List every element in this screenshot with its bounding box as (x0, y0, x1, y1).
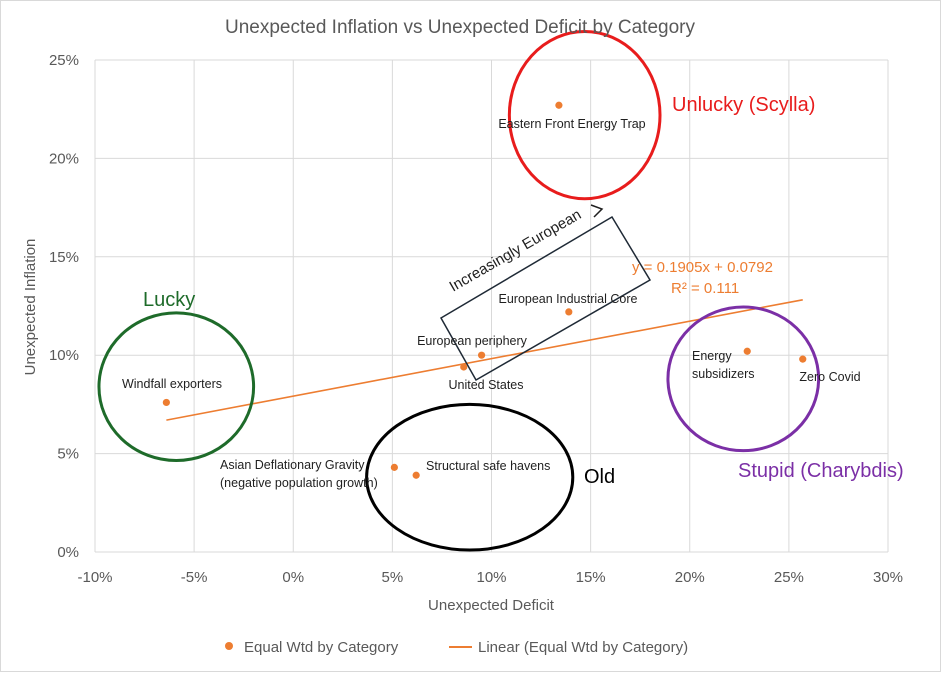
data-label: Eastern Front Energy Trap (498, 117, 645, 131)
x-tick-label: -5% (181, 569, 208, 586)
annotation-label: Stupid (Charybdis) (738, 460, 904, 482)
data-point (390, 463, 398, 471)
data-point (412, 471, 420, 479)
data-label: European periphery (417, 334, 528, 348)
x-tick-label: 15% (576, 569, 606, 586)
x-tick-label: 10% (476, 569, 506, 586)
point-layer (162, 101, 807, 479)
data-point (565, 308, 573, 316)
data-label-line: subsidizers (692, 367, 755, 381)
data-point (743, 347, 751, 355)
annotation-circle (97, 311, 256, 462)
data-label-line: United States (448, 378, 523, 392)
x-tick-label: 0% (282, 569, 304, 586)
x-tick-label: 25% (774, 569, 804, 586)
annotation-layer (97, 29, 821, 552)
legend: Equal Wtd by Category Linear (Equal Wtd … (225, 639, 688, 656)
data-label-line: Structural safe havens (426, 459, 550, 473)
data-label: Windfall exporters (122, 377, 222, 391)
annotation-box (439, 215, 652, 382)
data-label: United States (448, 378, 523, 392)
y-tick-label: 10% (49, 347, 79, 364)
x-tick-label: -10% (77, 569, 112, 586)
annotation-arrowhead (590, 204, 604, 218)
y-tick-label: 5% (57, 446, 79, 463)
data-label-line: Eastern Front Energy Trap (498, 117, 645, 131)
trendline-r2: R² = 0.111 (671, 280, 739, 297)
x-axis-label: Unexpected Deficit (428, 597, 555, 614)
chart-title: Unexpected Inflation vs Unexpected Defic… (225, 17, 695, 38)
data-label-line: (negative population growth) (220, 476, 378, 490)
annotation-circle (365, 402, 575, 552)
data-label-line: Asian Deflationary Gravity (220, 458, 365, 472)
data-label-line: European Industrial Core (499, 292, 638, 306)
data-label: Asian Deflationary Gravity (negative popu… (220, 458, 378, 490)
annotation-label: Old (584, 466, 615, 488)
data-label-line: Zero Covid (799, 370, 860, 384)
data-point (799, 355, 807, 363)
data-label: Zero Covid (799, 370, 860, 384)
y-tick-label: 0% (57, 544, 79, 561)
data-point (460, 363, 468, 371)
data-label-line: Windfall exporters (122, 377, 222, 391)
legend-label-trendline: Linear (Equal Wtd by Category) (478, 639, 688, 656)
y-axis-label: Unexpected Inflation (22, 239, 39, 376)
legend-marker-points (225, 642, 233, 650)
x-tick-label: 30% (873, 569, 903, 586)
annotation-circle (507, 29, 662, 201)
data-label: Energy subsidizers (692, 349, 755, 381)
x-tick-label: 5% (382, 569, 404, 586)
y-tick-label: 15% (49, 249, 79, 266)
trendline (166, 298, 803, 421)
data-point (477, 351, 486, 359)
annotation-label: Lucky (143, 289, 195, 311)
x-tick-label: 20% (675, 569, 705, 586)
grid (94, 59, 889, 553)
y-tick-label: 25% (49, 52, 79, 69)
data-point (162, 398, 170, 407)
data-label: Structural safe havens (426, 459, 550, 473)
data-label-line: Energy (692, 349, 732, 363)
data-label-line: European periphery (417, 334, 528, 348)
trendline-equation: y = 0.1905x + 0.0792 (632, 259, 773, 276)
data-label: European Industrial Core (499, 292, 638, 306)
annotation-circle (666, 305, 821, 453)
data-point (555, 101, 563, 109)
legend-label-points: Equal Wtd by Category (244, 639, 399, 656)
y-tick-label: 20% (49, 150, 79, 167)
annotation-label: Unlucky (Scylla) (672, 94, 815, 116)
trendline-layer (166, 298, 803, 421)
